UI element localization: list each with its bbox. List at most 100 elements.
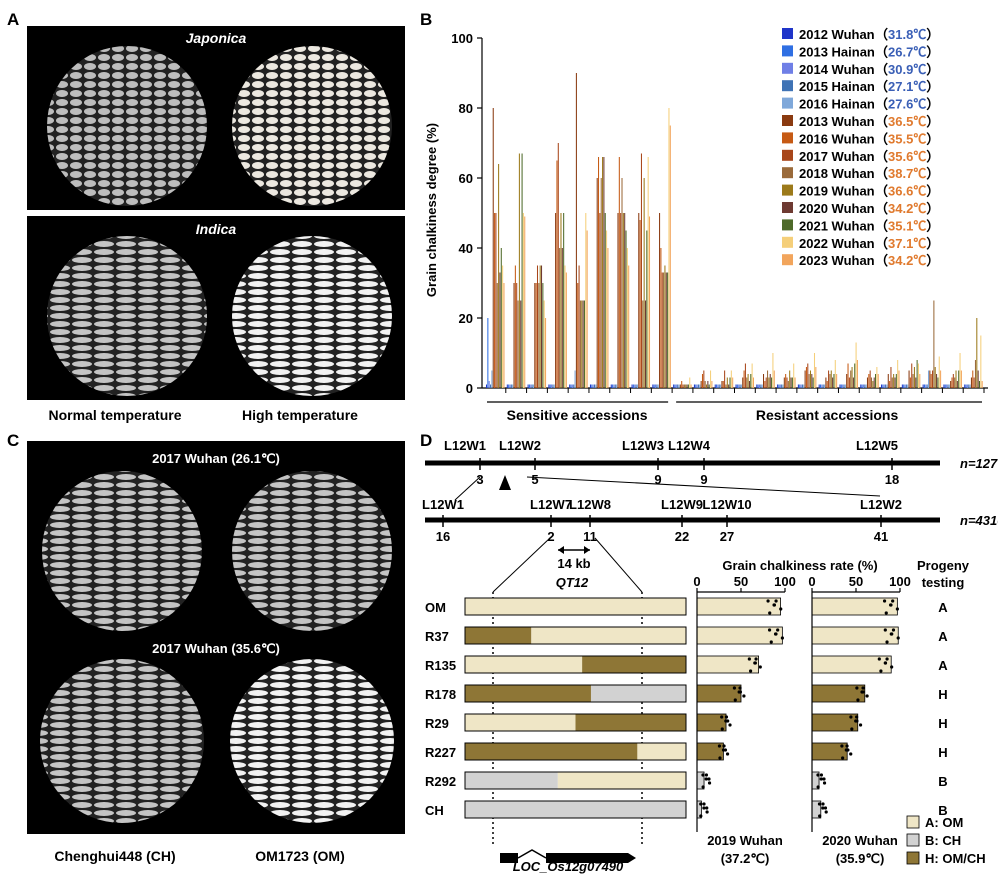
chart-bar bbox=[870, 377, 873, 388]
chart-bar bbox=[646, 230, 648, 388]
chart-bar bbox=[736, 384, 738, 388]
legend-swatch bbox=[782, 219, 793, 231]
legend-swatch bbox=[782, 184, 793, 196]
chart-bar bbox=[720, 384, 722, 388]
chart-bar bbox=[510, 384, 512, 388]
chart-bar bbox=[738, 384, 740, 388]
chart-bar bbox=[864, 384, 866, 388]
legend-series-temp: （35.6℃） bbox=[875, 149, 939, 164]
chart-y-tick-label: 80 bbox=[459, 101, 473, 116]
chart-bar bbox=[722, 381, 724, 388]
chart-bar bbox=[886, 384, 888, 388]
chart-bar bbox=[579, 300, 581, 388]
chart-bar bbox=[911, 363, 913, 388]
rate-dot bbox=[895, 607, 899, 611]
rate-dot bbox=[877, 657, 881, 661]
chart-bar bbox=[559, 248, 561, 388]
chart-bar bbox=[873, 377, 875, 388]
chart-bar bbox=[500, 248, 502, 388]
rate-dot bbox=[704, 773, 709, 777]
chart-bar bbox=[726, 377, 728, 388]
chart-bar bbox=[981, 381, 983, 388]
chart-bar bbox=[882, 384, 884, 388]
chart-bar bbox=[826, 381, 828, 388]
rate-dot bbox=[772, 603, 776, 607]
chart-bar bbox=[919, 374, 921, 388]
chart-bar bbox=[847, 363, 849, 388]
rate-dot bbox=[856, 698, 860, 702]
chart-bar bbox=[767, 370, 769, 388]
genotype-legend-swatch bbox=[906, 851, 920, 865]
chart-bar bbox=[488, 381, 490, 388]
genotype-segment bbox=[465, 801, 686, 818]
chart-bar bbox=[657, 384, 659, 388]
chart-bar bbox=[717, 384, 719, 388]
rate-dot bbox=[885, 640, 889, 644]
chart-bar bbox=[697, 384, 699, 388]
chart-bar bbox=[675, 384, 677, 388]
chart-bar bbox=[822, 384, 824, 388]
indica-photo: Indica bbox=[27, 216, 405, 400]
rate-dot bbox=[890, 665, 894, 669]
legend-swatch bbox=[782, 28, 793, 39]
rate-dot bbox=[846, 748, 850, 752]
zoom-line-right bbox=[526, 476, 881, 497]
chart-bar bbox=[785, 374, 787, 388]
line-name: R135 bbox=[425, 658, 456, 673]
genotype-segment bbox=[582, 656, 686, 673]
chart-bar bbox=[850, 370, 852, 388]
chart-bar bbox=[512, 384, 514, 388]
legend-swatch bbox=[782, 115, 793, 126]
rate-dot bbox=[720, 715, 724, 719]
chart-bar bbox=[655, 384, 657, 388]
chart-bar bbox=[905, 384, 907, 388]
chart-bar bbox=[596, 178, 598, 388]
map2-recombinant-count: 16 bbox=[436, 529, 450, 544]
chart-bar bbox=[976, 318, 978, 388]
legend-series-temp: （35.5℃） bbox=[875, 131, 939, 146]
chart-bar bbox=[496, 283, 498, 388]
chart-bar bbox=[818, 384, 820, 388]
rate-dot bbox=[840, 744, 844, 748]
chart-bar bbox=[708, 384, 710, 388]
chart-bar bbox=[898, 370, 900, 388]
rate-dot bbox=[855, 686, 859, 690]
legend-series-name: 2013 Hainan bbox=[799, 44, 875, 59]
map1-marker-name: L12W2 bbox=[499, 438, 541, 453]
sensitive-group-label: Sensitive accessions bbox=[507, 407, 648, 423]
line-name: R292 bbox=[425, 774, 456, 789]
chart-bar bbox=[927, 370, 930, 388]
chart-bar bbox=[606, 230, 608, 388]
chart-bar bbox=[791, 377, 793, 388]
chart-bar bbox=[643, 178, 645, 388]
chart-bar bbox=[839, 384, 841, 388]
rate-dot bbox=[818, 814, 822, 818]
chart-bar bbox=[541, 265, 543, 388]
chart-bar bbox=[960, 370, 962, 388]
legend-swatch bbox=[782, 45, 793, 57]
chart-bar bbox=[617, 213, 619, 388]
chart-bar bbox=[638, 213, 640, 388]
rate-dot bbox=[732, 686, 736, 690]
legend-series-name: 2016 Hainan bbox=[799, 97, 875, 112]
chart-bar bbox=[836, 374, 838, 388]
legend-series-temp: （31.8℃） bbox=[875, 27, 939, 42]
gene-exon-2 bbox=[546, 853, 636, 863]
chart-bar bbox=[790, 377, 792, 388]
genotype-bar-outline bbox=[464, 655, 687, 674]
chart-bar bbox=[765, 377, 767, 388]
chart-bar bbox=[760, 384, 762, 388]
chart-bar bbox=[842, 384, 844, 388]
legend-swatch bbox=[782, 97, 793, 109]
chart-bar bbox=[833, 374, 835, 388]
chart-bar bbox=[711, 381, 713, 388]
chart-bar bbox=[860, 384, 862, 388]
rate-dot bbox=[849, 715, 853, 719]
rate-tick-label: 0 bbox=[693, 574, 700, 589]
chart-bar bbox=[824, 384, 826, 388]
chart-y-axis-label: Grain chalkiness degree (%) bbox=[424, 123, 439, 297]
chart-bar bbox=[490, 384, 492, 388]
chart-bar bbox=[621, 178, 623, 388]
chart-bar bbox=[640, 153, 642, 388]
rate-dot bbox=[889, 632, 893, 636]
